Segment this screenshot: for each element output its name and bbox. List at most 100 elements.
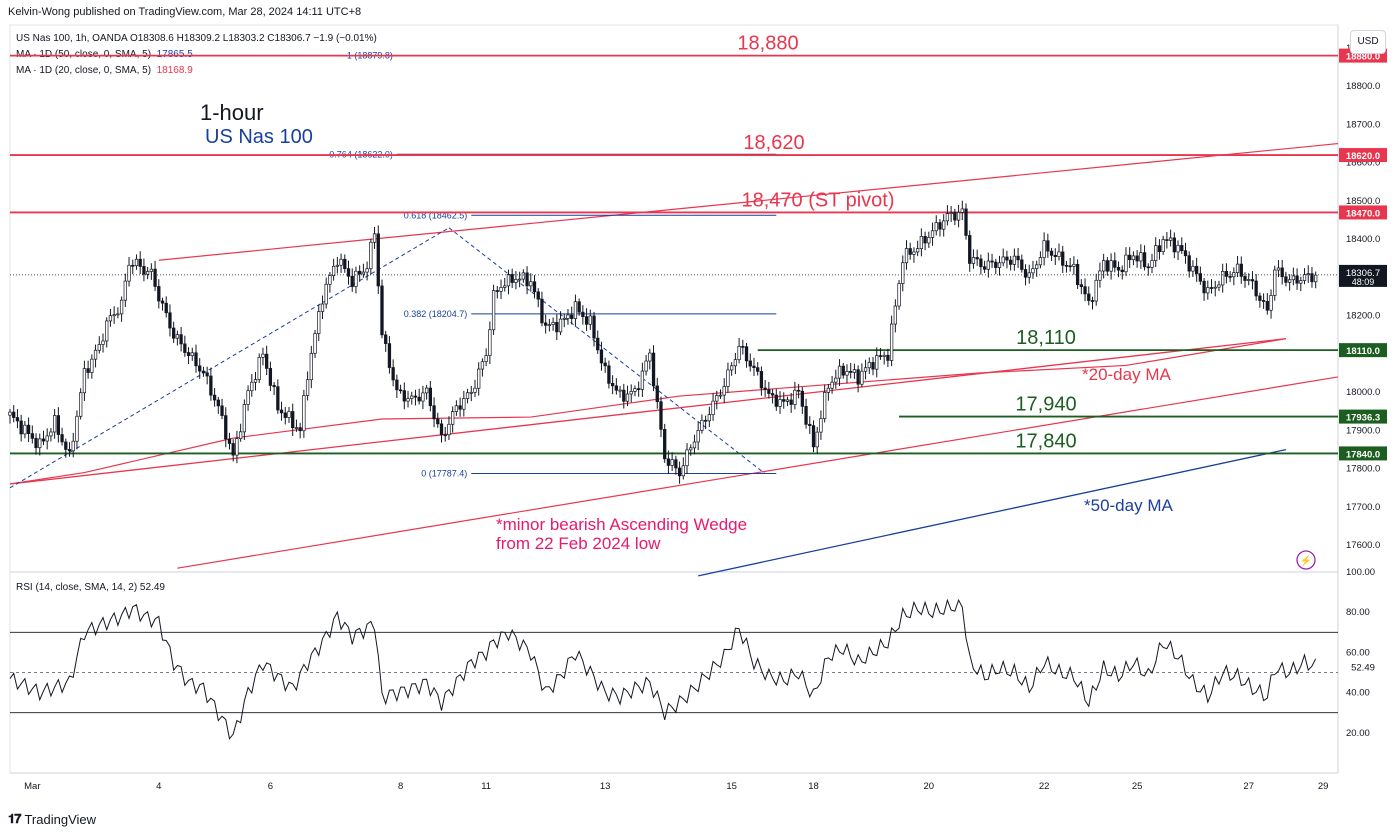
wedge-annotation-line2: from 22 Feb 2024 low [496, 534, 661, 553]
price-tick-label: 18700.0 [1346, 119, 1380, 130]
candle-body [819, 418, 823, 433]
candle-body [432, 405, 436, 420]
rsi-value-tag: 52.49 [1351, 662, 1375, 673]
candle-body [116, 313, 120, 316]
price-tick-label: 18800.0 [1346, 81, 1380, 92]
candle-body [1183, 250, 1188, 257]
candle-body [1276, 267, 1281, 271]
candle-body [480, 361, 485, 370]
candle-body [1299, 280, 1303, 284]
fib-swing-down [448, 227, 766, 475]
candle-body [938, 222, 942, 230]
candle-body [477, 368, 481, 389]
candle-body [979, 258, 983, 268]
candle-body [1035, 264, 1039, 269]
candle-body [856, 369, 860, 385]
key-level-axis-label: 18620.0 [1346, 151, 1380, 162]
candle-body [514, 279, 518, 283]
candle-body [90, 358, 94, 373]
wedge-annotation-line1: *minor bearish Ascending Wedge [496, 515, 747, 534]
candle-body [655, 385, 659, 403]
rsi-tick-label: 20.00 [1346, 728, 1370, 739]
candle-body [956, 212, 961, 221]
key-level-axis-tag [1339, 343, 1387, 358]
time-tick-label: Mar [24, 781, 40, 792]
key-level-axis-tag [1339, 205, 1387, 220]
candle-body [830, 381, 834, 389]
last-price-label: 18306.7 [1346, 268, 1380, 279]
candle-body [82, 368, 87, 394]
candle-body [964, 208, 968, 236]
candle-body [220, 405, 224, 416]
candle-body [897, 283, 901, 307]
candle-body [235, 438, 239, 456]
candle-body [45, 435, 49, 442]
candle-body [1228, 276, 1232, 278]
candle-body [1049, 250, 1054, 256]
candle-body [1016, 255, 1020, 261]
candle-body [607, 365, 611, 384]
rsi-tick-label: 100.00 [1346, 567, 1375, 578]
candle-body [172, 327, 176, 339]
candle-body [837, 365, 842, 379]
candle-body [246, 390, 250, 405]
candle-body [659, 401, 663, 430]
candle-body [1146, 266, 1150, 269]
key-level-label: 17,840 [1015, 430, 1076, 452]
candle-body [108, 315, 113, 322]
candle-body [387, 343, 392, 368]
candle-body [380, 285, 384, 336]
candle-body [224, 415, 228, 440]
candle-body [986, 260, 990, 270]
candle-body [410, 395, 414, 399]
publisher-line: Kelvin-Wong published on TradingView.com… [8, 6, 362, 18]
candle-body [1154, 245, 1158, 261]
candle-body [1128, 254, 1132, 261]
candle-body [38, 438, 42, 449]
candle-body [566, 314, 570, 319]
key-level-axis-label: 17840.0 [1346, 449, 1380, 460]
candle-body [131, 264, 135, 267]
candle-body [975, 257, 979, 260]
candle-body [889, 323, 894, 361]
wedge-lower-line [177, 376, 1339, 569]
candle-body [923, 236, 927, 244]
candle-body [852, 369, 857, 373]
candle-body [328, 275, 332, 285]
candle-body [945, 213, 950, 222]
price-tick-label: 18500.0 [1346, 196, 1380, 207]
candle-body [901, 262, 905, 284]
candle-body [841, 365, 845, 376]
candle-body [930, 230, 935, 238]
candle-body [525, 272, 529, 287]
candle-body [689, 447, 693, 451]
candle-body [506, 274, 511, 287]
candle-body [677, 467, 682, 477]
candle-body [64, 441, 68, 450]
key-level-label: 18,620 [743, 132, 804, 154]
candle-body [603, 362, 607, 367]
candle-body [919, 236, 924, 250]
candle-body [1187, 255, 1191, 272]
ma20-line [9, 338, 1286, 485]
candle-body [454, 405, 459, 412]
candle-body [190, 352, 194, 356]
candle-body [391, 367, 395, 381]
candle-body [737, 345, 741, 361]
candle-body [826, 387, 831, 393]
alert-lightning-icon[interactable] [1296, 550, 1316, 570]
candle-body [443, 434, 447, 437]
candle-body [79, 392, 83, 417]
candle-body [1191, 265, 1195, 272]
candle-body [1109, 260, 1113, 272]
currency-button[interactable]: USD [1350, 30, 1386, 54]
candle-body [1005, 256, 1009, 261]
candle-body [205, 372, 209, 377]
candle-body [1057, 251, 1061, 257]
candle-body [52, 415, 57, 433]
candle-body [878, 355, 883, 357]
candle-body [544, 322, 548, 326]
candle-body [968, 235, 972, 264]
candle-body [707, 414, 711, 422]
